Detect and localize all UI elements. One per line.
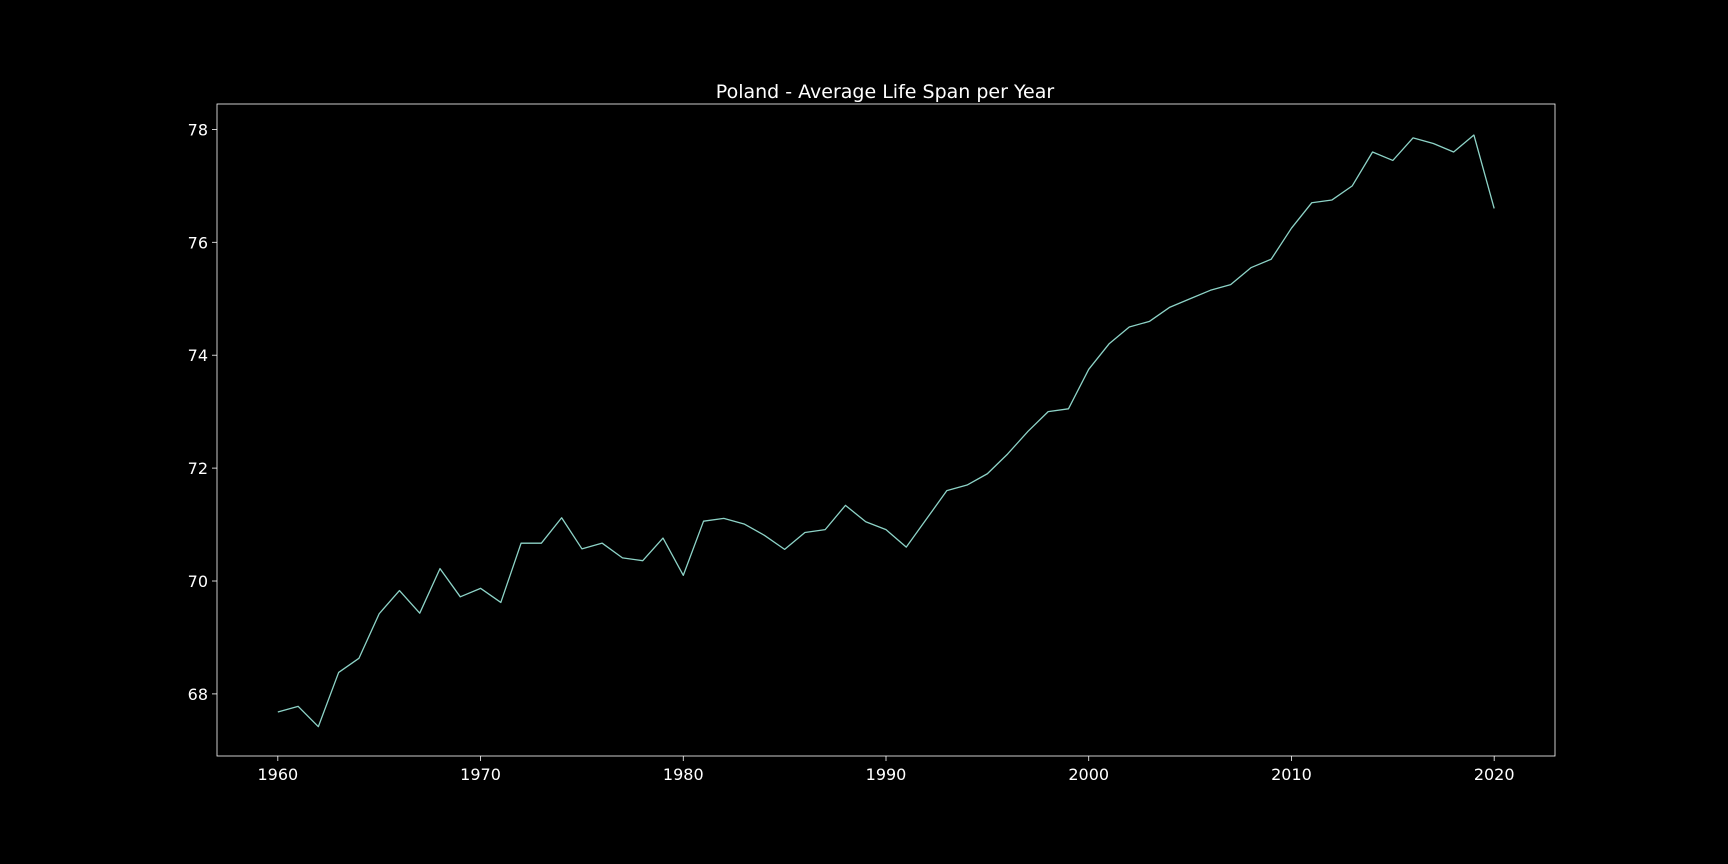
y-tick-label: 74	[188, 346, 208, 365]
y-tick-label: 70	[188, 572, 208, 591]
x-tick-label: 1990	[866, 765, 907, 784]
x-tick-label: 1980	[663, 765, 704, 784]
x-tick-label: 1960	[257, 765, 298, 784]
series-line-0	[277, 134, 1495, 728]
x-tick-label: 2000	[1068, 765, 1109, 784]
y-axis-ticks: 68 70 72 74 76 78	[188, 120, 217, 704]
chart-title: Poland - Average Life Span per Year	[716, 81, 1055, 103]
y-tick-label: 78	[188, 120, 208, 139]
x-tick-label: 1970	[460, 765, 501, 784]
y-tick-label: 68	[188, 685, 208, 704]
y-tick-label: 72	[188, 459, 208, 478]
series-layer	[277, 134, 1495, 728]
plot-area-frame	[216, 103, 1556, 757]
x-tick-label: 2020	[1474, 765, 1515, 784]
y-tick-label: 76	[188, 233, 208, 252]
x-axis-ticks: 1960 1970 1980 1990 2000 2010 2020	[257, 756, 1515, 784]
x-tick-label: 2010	[1271, 765, 1312, 784]
